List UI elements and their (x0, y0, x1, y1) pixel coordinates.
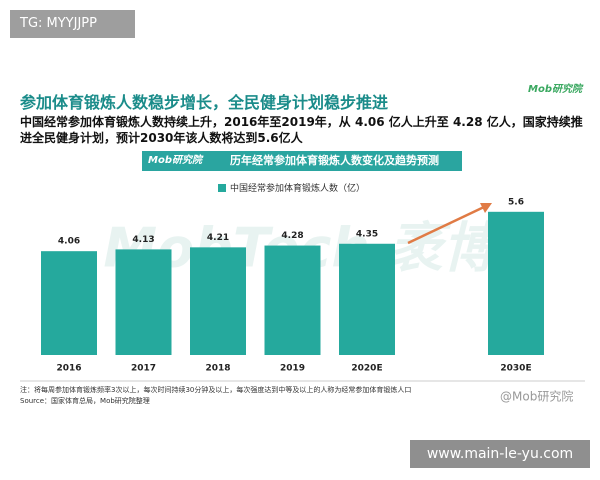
bar (115, 249, 172, 355)
value-label: 4.06 (58, 237, 80, 247)
bar (41, 251, 97, 355)
x-tick-label: 2018 (205, 364, 230, 374)
trend-arrow-head (480, 203, 492, 213)
bar (264, 245, 321, 355)
x-tick-label: 2019 (280, 364, 305, 374)
url: www.main-le-yu.com (410, 440, 590, 468)
title: 参加体育锻炼人数稳步增长，全民健身计划稳步推进 (20, 93, 389, 112)
watermark: @Mob研究院 (500, 389, 573, 404)
logo: Mob研究院 (528, 84, 582, 95)
bar (339, 243, 395, 355)
trend-arrow (407, 205, 485, 245)
banner-logo: Mob研究院 (148, 155, 202, 166)
legend-swatch (218, 184, 226, 192)
x-tick-label: 2017 (131, 364, 156, 374)
tag: TG: MYYJJPP (10, 10, 135, 38)
legend-label: 中国经常参加体育锻炼人数（亿） (230, 182, 365, 194)
x-tick-label: 2016 (56, 364, 81, 374)
banner-title: 历年经常参加体育锻炼人数变化及趋势预测 (230, 154, 439, 167)
note: 注：将每周参加体育锻炼频率3次以上，每次时间持续30分钟及以上，每次强度达到中等… (20, 385, 411, 394)
bar (190, 247, 246, 355)
value-label: 4.28 (281, 231, 303, 241)
value-label: 5.6 (508, 197, 524, 207)
subtitle: 中国经常参加体育锻炼人数持续上升，2016年至2019年，从 4.06 亿人上升… (20, 115, 583, 145)
value-label: 4.13 (132, 235, 154, 245)
bar (488, 211, 544, 355)
x-tick-label: 2030E (500, 364, 531, 374)
banner: Mob研究院 历年经常参加体育锻炼人数变化及趋势预测 (142, 151, 462, 171)
value-label: 4.35 (356, 229, 378, 239)
value-label: 4.21 (207, 233, 229, 243)
x-tick-label: 2020E (351, 364, 382, 374)
source: Source：国家体育总局，Mob研究院整理 (20, 396, 150, 405)
